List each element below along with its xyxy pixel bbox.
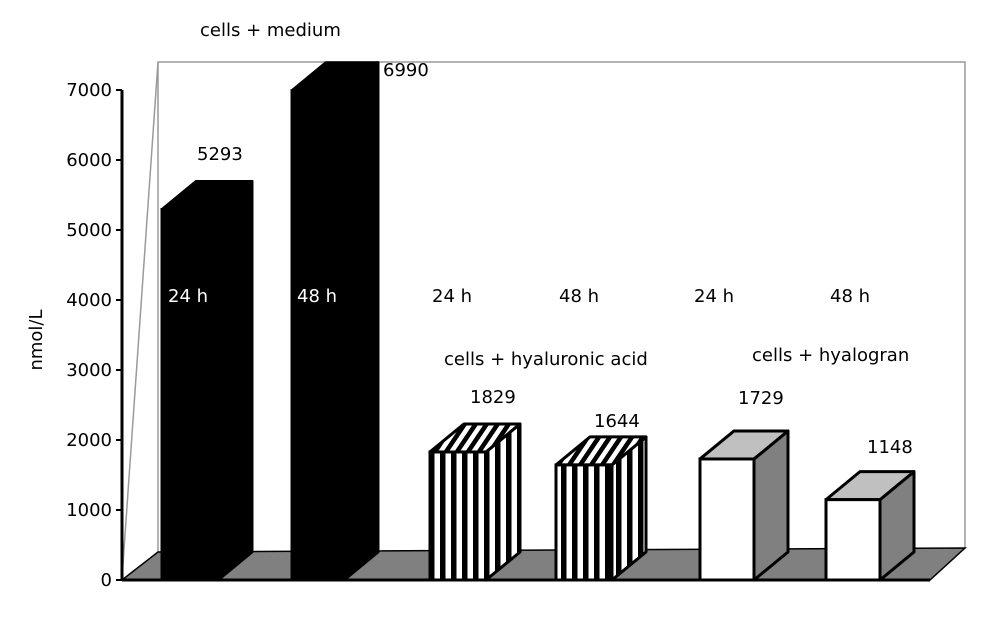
bar-side-face (216, 179, 254, 582)
bar-front-face (824, 498, 882, 582)
value-label: 6990 (383, 60, 429, 81)
bar-front-face (160, 207, 220, 582)
bar-front-face (698, 457, 756, 582)
y-axis-label: nmol/L (26, 309, 47, 370)
category-label: 48 h (830, 286, 870, 307)
bar-6 (824, 470, 916, 582)
bar-2 (290, 61, 380, 582)
value-label: 1148 (867, 437, 913, 458)
bar-5 (698, 429, 790, 582)
value-label: 1829 (470, 387, 516, 408)
bar-side-face (342, 61, 380, 582)
y-tick-label: 0 (101, 570, 112, 591)
category-label: 24 h (168, 286, 208, 307)
y-tick-label: 5000 (66, 220, 112, 241)
y-tick-label: 4000 (66, 290, 112, 311)
y-tick-label: 7000 (66, 80, 112, 101)
category-label: 24 h (432, 286, 472, 307)
back-wall-frame (121, 61, 966, 579)
bar-1 (160, 179, 254, 582)
y-tick-label: 3000 (66, 360, 112, 381)
bar-3 (428, 422, 522, 582)
value-label: 1729 (738, 388, 784, 409)
value-label: 5293 (197, 144, 243, 165)
category-label: 48 h (559, 286, 599, 307)
y-tick-label: 2000 (66, 430, 112, 451)
y-tick-label: 1000 (66, 500, 112, 521)
category-label: 48 h (297, 286, 337, 307)
group-label: cells + medium (200, 20, 341, 41)
bar-front-face (290, 89, 346, 582)
y-tick-label: 6000 (66, 150, 112, 171)
group-label: cells + hyaluronic acid (444, 349, 648, 370)
bar-front-face (554, 463, 614, 582)
bar-front-face (428, 450, 488, 582)
value-label: 1644 (594, 411, 640, 432)
category-label: 24 h (694, 286, 734, 307)
group-label: cells + hyalogran (752, 345, 909, 366)
bar-4 (554, 435, 648, 582)
